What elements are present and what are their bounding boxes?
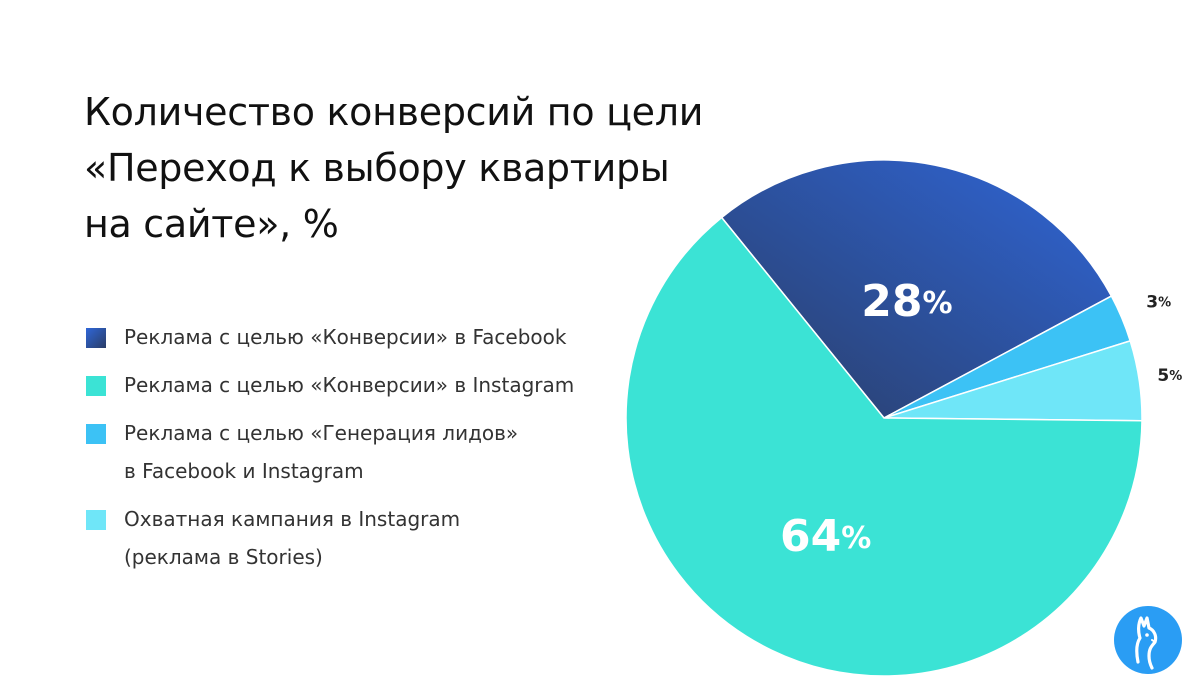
- data-label-facebook-conversions: 28%: [861, 276, 952, 327]
- llama-logo: [1112, 604, 1184, 676]
- legend-label-instagram-conversions: Реклама с целью «Конверсии» в Instagram: [124, 366, 574, 404]
- pie-slice-instagram-conversions: [625, 216, 1143, 677]
- legend-label-lead-generation: Реклама с целью «Генерация лидов» в Face…: [124, 414, 518, 490]
- legend-label-line: в Facebook и Instagram: [124, 459, 364, 483]
- legend-swatch-instagram-conversions: [86, 376, 106, 396]
- legend-label-reach-campaign: Охватная кампания в Instagram (реклама в…: [124, 500, 460, 576]
- chart-title-line-2: «Переход к выбору квартиры: [84, 146, 670, 190]
- legend-label-line: Реклама с целью «Конверсии» в Facebook: [124, 325, 567, 349]
- llama-icon: [1114, 606, 1182, 674]
- legend-swatch-reach-campaign: [86, 510, 106, 530]
- data-label-lead-generation: 3%: [1146, 293, 1171, 313]
- legend-label-line: Реклама с целью «Конверсии» в Instagram: [124, 373, 575, 397]
- legend-item-reach-campaign: Охватная кампания в Instagram (реклама в…: [86, 500, 460, 576]
- chart-title-line-3: на сайте», %: [84, 202, 339, 246]
- chart-title-line-1: Количество конверсий по цели: [84, 90, 704, 134]
- data-label-reach-campaign: 5%: [1157, 366, 1182, 386]
- data-label-instagram-conversions: 64%: [780, 511, 871, 562]
- legend-label-facebook-conversions: Реклама с целью «Конверсии» в Facebook: [124, 318, 566, 356]
- legend-label-line: Реклама с целью «Генерация лидов»: [124, 421, 519, 445]
- legend-label-line: Охватная кампания в Instagram: [124, 507, 461, 531]
- chart-title: Количество конверсий по цели «Переход к …: [84, 84, 784, 252]
- legend-item-instagram-conversions: Реклама с целью «Конверсии» в Instagram: [86, 366, 574, 404]
- legend-item-lead-generation: Реклама с целью «Генерация лидов» в Face…: [86, 414, 518, 490]
- legend-swatch-facebook-conversions: [86, 328, 106, 348]
- legend-label-line: (реклама в Stories): [124, 545, 323, 569]
- legend-item-facebook-conversions: Реклама с целью «Конверсии» в Facebook: [86, 318, 566, 356]
- legend-swatch-lead-generation: [86, 424, 106, 444]
- pie-slice-facebook-conversions: [720, 159, 1113, 419]
